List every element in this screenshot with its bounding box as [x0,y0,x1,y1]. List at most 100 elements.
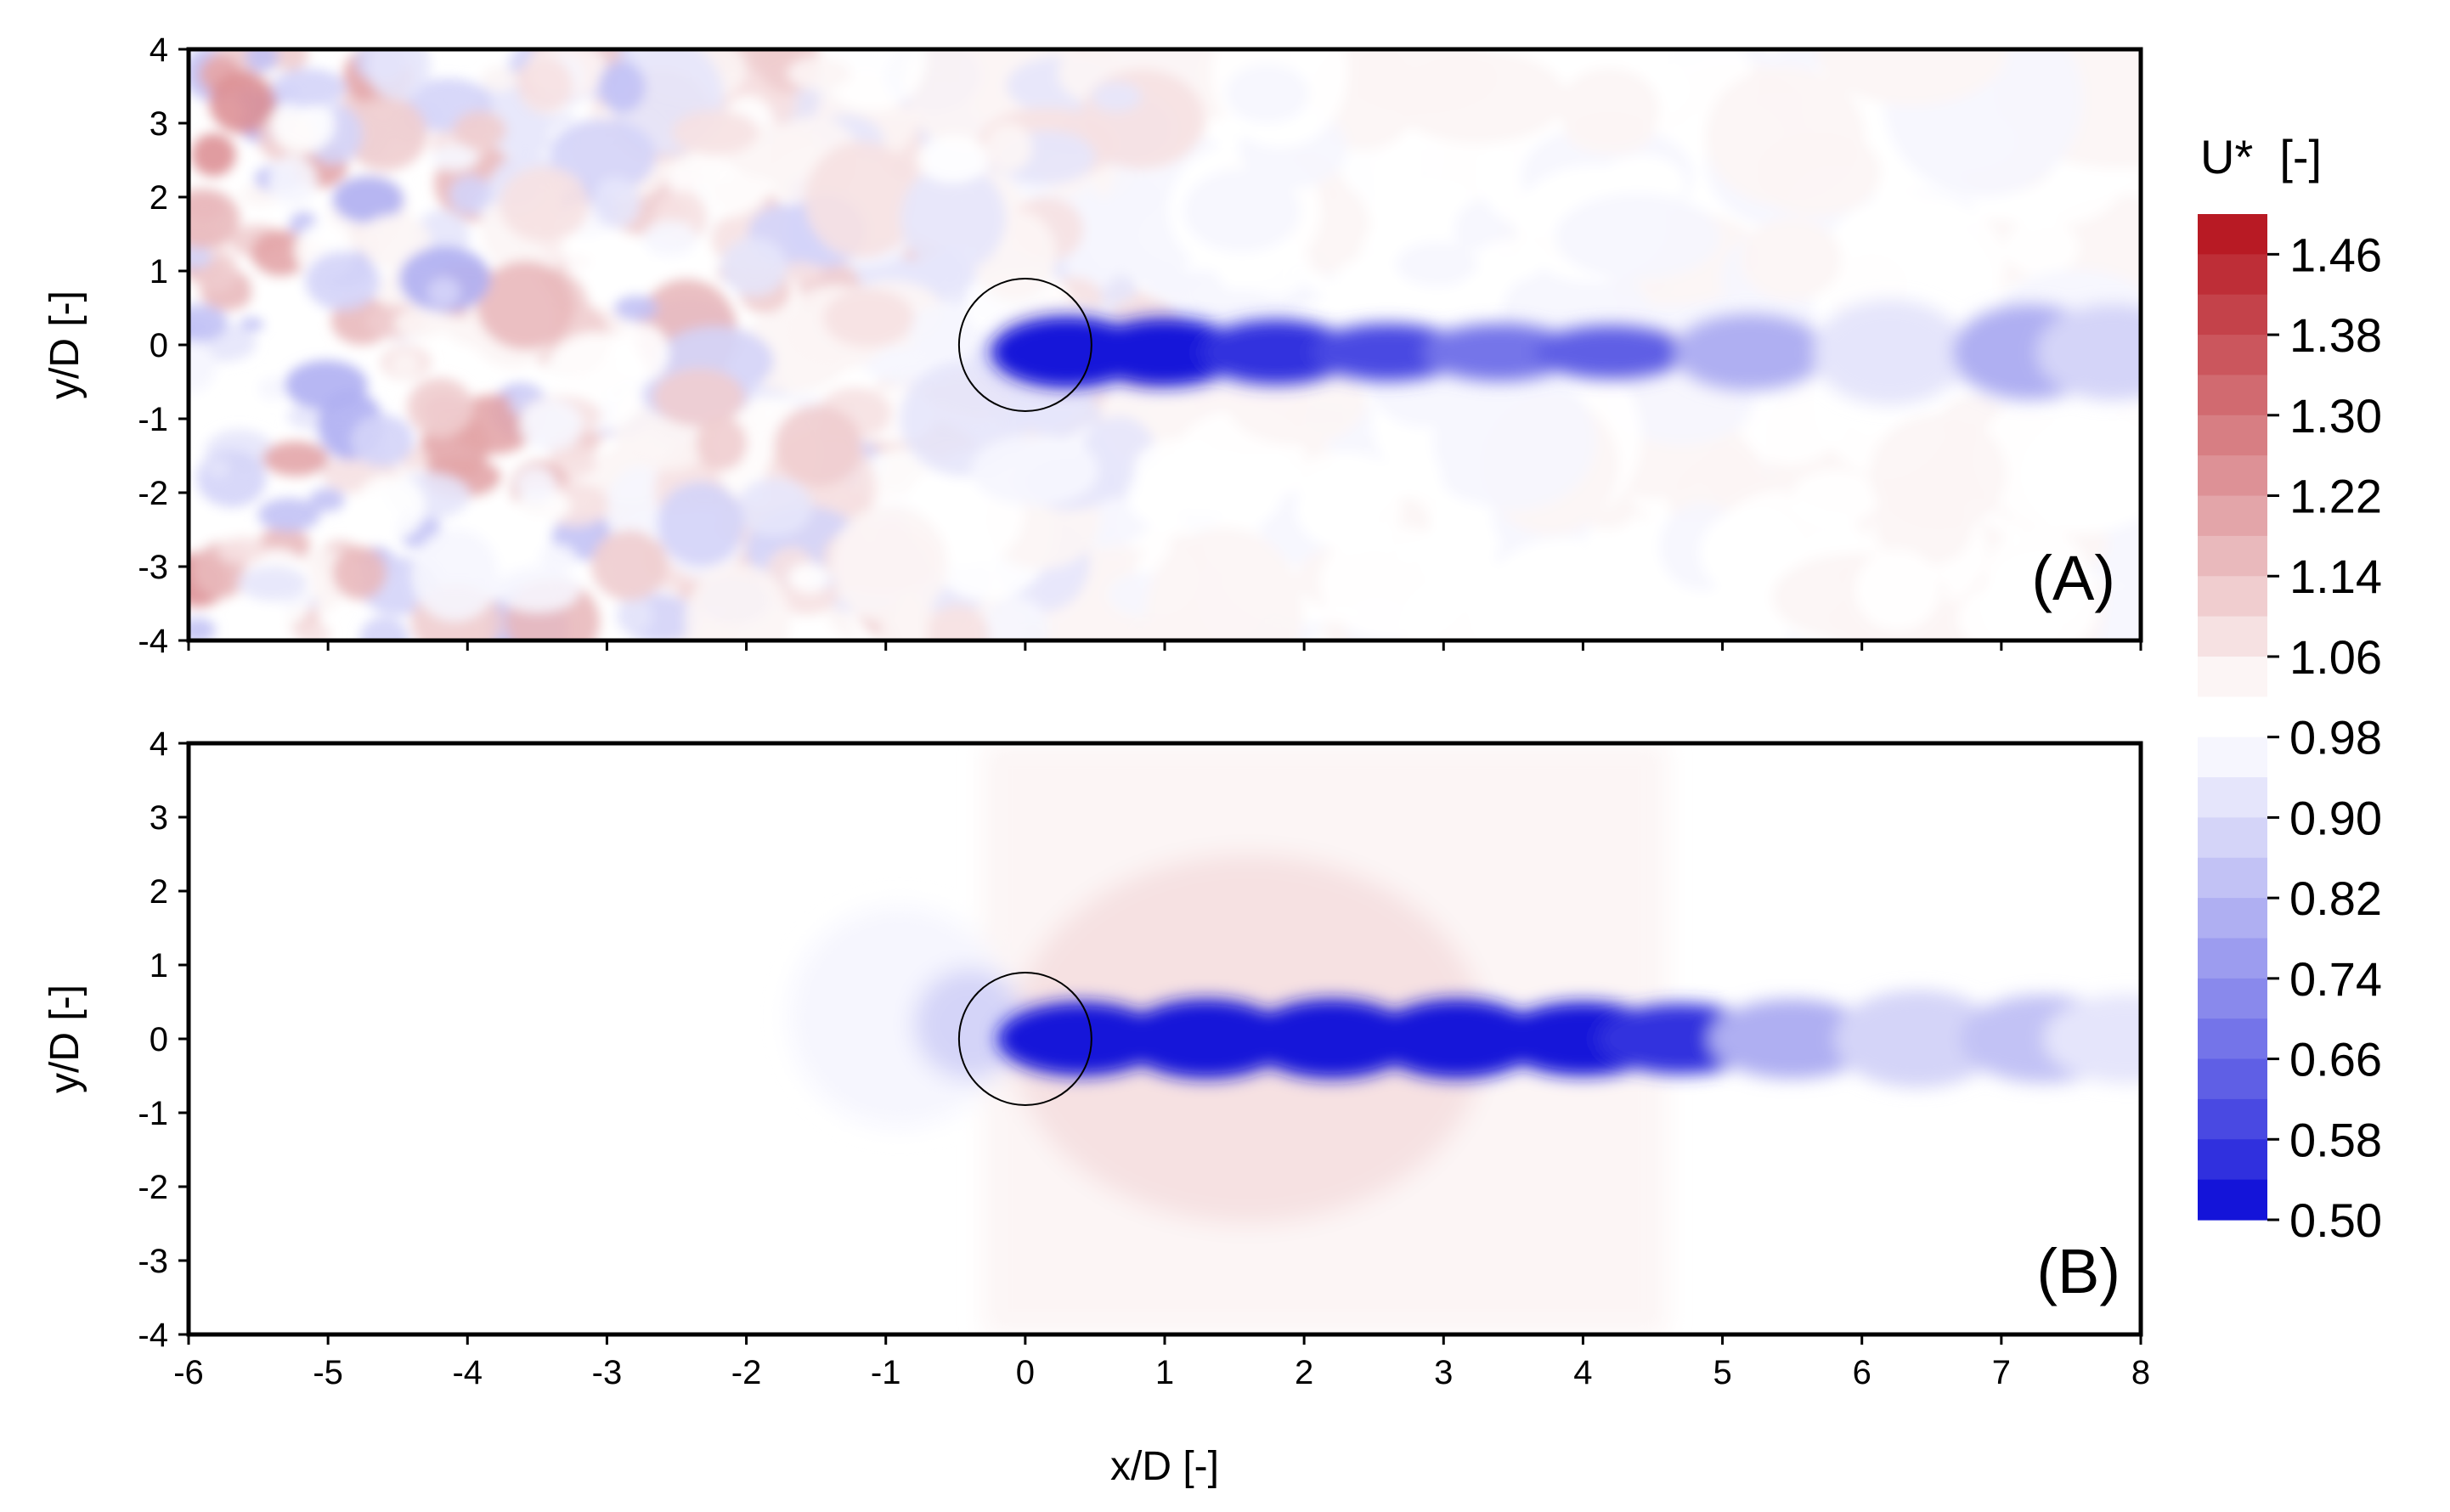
wake-region [1708,999,1877,1079]
x-tick-label: -4 [452,1354,483,1391]
wake-region [1248,999,1416,1079]
turbulence-blob [431,144,477,172]
wake-region [1813,299,1967,405]
wake-region [1833,990,2001,1088]
colorbar-swatch [2198,736,2267,778]
turbulence-blob [672,110,759,155]
turbulence-blob [1985,527,2089,629]
x-tick-label: -6 [173,1354,204,1391]
turbulence-blob [332,545,387,600]
y-tick-label: 2 [150,179,168,217]
turbulence-blob [1558,67,1660,150]
turbulence-blob [407,377,474,437]
turbulence-blob [262,441,329,477]
turbulence-blob [350,415,414,467]
turbulence-blob [657,482,745,567]
turbulence-blob [1977,382,2141,534]
x-tick-label: 5 [1713,1354,1731,1391]
turbulence-blob [1145,527,1303,640]
panel-b-x-axis-title: x/D [-] [1110,1444,1219,1489]
y-tick-label: 0 [150,327,168,364]
turbulence-blob [879,611,929,640]
wake-region [2043,994,2141,1084]
y-tick-label: 2 [150,873,168,911]
turbulence-blob [254,615,291,640]
turbulence-blob [1481,538,1653,640]
turbulence-blob [598,60,646,113]
colorbar-swatch [2198,1058,2267,1100]
colorbar-swatch [2198,938,2267,979]
turbulence-blob [189,188,240,249]
turbulence-blob [271,68,347,108]
turbulence-blob [239,317,264,332]
x-tick-label: 0 [1016,1354,1035,1391]
y-tick-label: -3 [138,549,168,586]
colorbar-tick-label: 0.82 [2289,872,2382,925]
turbulence-blob [614,295,658,322]
colorbar-swatch [2198,697,2267,738]
turbulence-blob [1091,82,1142,112]
wake-region [1533,325,1688,380]
turbulence-blob [390,351,421,377]
turbulence-blob [257,376,287,401]
turbulence-blob [515,465,556,503]
turbulence-blob [411,528,500,622]
wake-region [2035,304,2141,401]
stagnation-inner [913,968,1025,1080]
turbulence-blob [970,434,1099,506]
wake-region [1087,317,1242,387]
turbulence-blob [449,175,491,215]
panel-b-label: (B) [2036,1236,2120,1306]
colorbar: U* [-] 1.46 1.38 1.30 1.22 1.14 1.06 0.98 0.90 0… [2198,130,2382,1247]
turbulence-blob [494,567,581,612]
turbulence-blob [591,176,641,229]
colorbar-swatch [2198,1179,2267,1221]
panel-a-y-axis-title: y/D [-] [42,291,88,399]
colorbar-tick-label: 1.22 [2289,470,2382,523]
turbulence-blob [190,133,236,177]
x-tick-label: 8 [2131,1354,2150,1391]
panel-a-contour-plot: -4 -3 -2 -1 0 1 2 3 4 y/D [-] (A) [42,31,2143,660]
x-tick-label: 6 [1853,1354,1871,1391]
x-tick-label: -1 [871,1354,901,1391]
turbulence-blob [304,251,381,311]
colorbar-swatch [2198,656,2267,697]
x-tick-label: -5 [313,1354,343,1391]
turbulence-blob [804,141,919,258]
turbulence-blob [1183,169,1301,253]
y-tick-label: -4 [138,1317,168,1354]
colorbar-tick-label: 1.30 [2289,389,2382,443]
colorbar-swatch [2198,898,2267,939]
turbulence-blob [550,118,657,194]
turbulence-blob [900,164,1007,273]
panel-a-cylinder [957,278,1092,412]
colorbar-swatch [2198,817,2267,859]
turbulence-blob [309,488,346,512]
turbulence-blob [985,122,1033,172]
turbulence-blob [818,49,927,111]
panel-b-contour-plot: -6 -5 -4 -3 -2 -1 0 1 2 3 4 5 6 7 8 -4 -3 -2 -1 0 1 2 3 4 y/D … [42,725,2150,1489]
turbulence-blob [980,595,1049,640]
colorbar-swatch [2198,375,2267,416]
turbulence-blob [1395,242,1479,287]
turbulence-blob [696,416,748,471]
turbulence-blob [1432,369,1597,511]
turbulence-blob [189,244,212,269]
turbulence-blob [2003,219,2080,276]
turbulence-blob [238,566,308,601]
colorbar-swatch [2198,1018,2267,1060]
turbulence-blob [426,276,461,308]
turbulence-blob [251,229,310,277]
turbulence-blob [787,56,852,91]
y-tick-label: 3 [150,799,168,837]
turbulence-blob [206,459,230,477]
turbulence-blob [1741,217,1842,301]
turbulence-blob [332,176,404,223]
colorbar-swatch [2198,857,2267,899]
colorbar-swatches [2198,214,2267,1221]
x-tick-label: -3 [592,1354,623,1391]
panel-b-cylinder [957,972,1092,1106]
wake-region [1674,313,1827,391]
turbulence-blob [1815,49,2008,106]
turbulence-blob [788,562,831,593]
